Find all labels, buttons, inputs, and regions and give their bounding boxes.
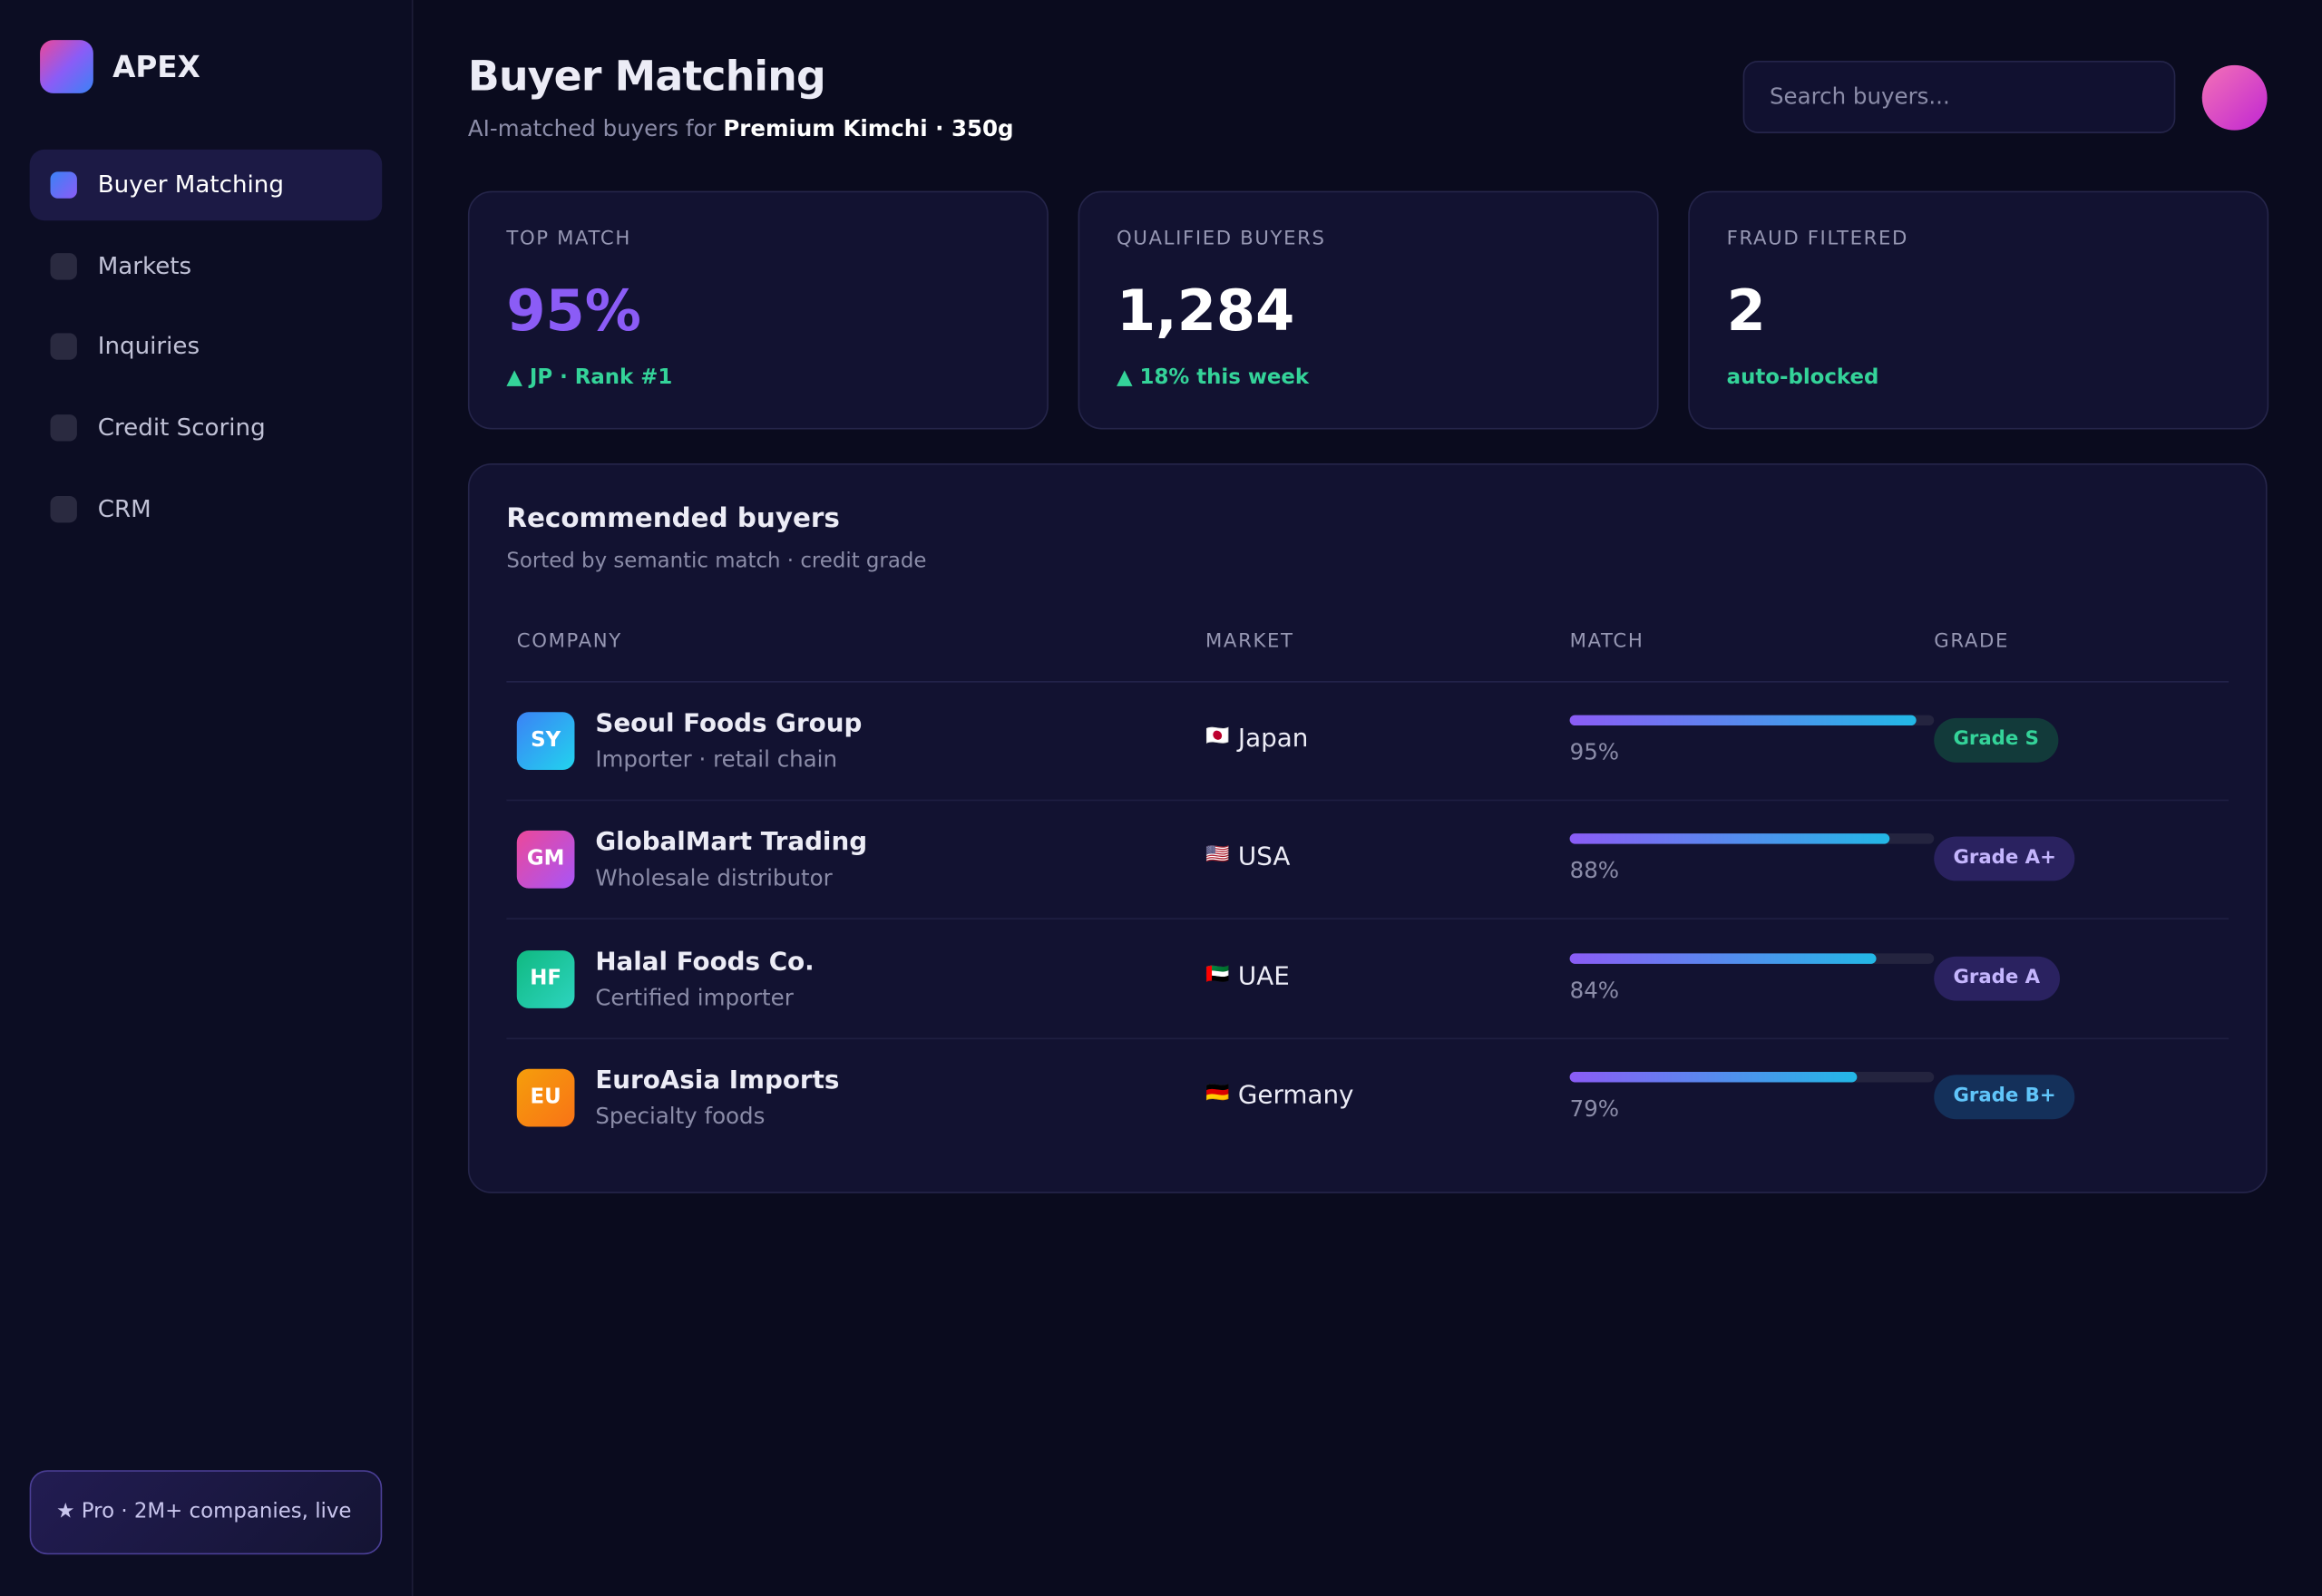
row-divider: [506, 1036, 2229, 1039]
nav-active[interactable]: [29, 149, 383, 221]
flag: 🇯🇵: [1205, 725, 1230, 748]
match-bar: [1569, 715, 1917, 725]
stat-label: QUALIFIED BUYERS: [1117, 228, 1326, 250]
company-avatar: EU: [516, 1068, 575, 1127]
logo: [40, 40, 93, 93]
match-label: 88%: [1569, 857, 1620, 885]
promo-box[interactable]: [29, 1470, 383, 1555]
nav-item[interactable]: Markets: [97, 251, 192, 280]
stat-label: TOP MATCH: [506, 228, 631, 250]
match-bar: [1569, 833, 1891, 845]
stat-value: 2: [1726, 277, 1766, 344]
search-box[interactable]: [1742, 60, 2176, 133]
company-name: Seoul Foods Group: [595, 709, 863, 739]
flag: 🇦🇪: [1205, 963, 1230, 986]
row-divider: [506, 799, 2229, 802]
nav-icon: [50, 252, 77, 280]
stat-note: ▲ 18% this week: [1117, 365, 1310, 390]
company-name: Halal Foods Co.: [595, 947, 815, 977]
stat-card: [1078, 190, 1659, 430]
row-divider: [506, 918, 2229, 920]
company-avatar: HF: [516, 949, 575, 1008]
stat-card: [1688, 190, 2269, 430]
company-type: Wholesale distributor: [595, 864, 833, 892]
nav-icon: [50, 495, 77, 522]
company-name: EuroAsia Imports: [595, 1066, 840, 1095]
table-subtitle: Sorted by semantic match · credit grade: [506, 549, 927, 573]
brand: APEX: [112, 48, 200, 85]
market: USA: [1237, 842, 1291, 873]
subtitle: AI-matched buyers for Premium Kimchi · 3…: [468, 115, 1014, 141]
product: Premium Kimchi · 350g: [723, 115, 1014, 142]
market: UAE: [1237, 961, 1290, 992]
table-title: Recommended buyers: [506, 503, 840, 535]
page-title: Buyer Matching: [467, 52, 826, 102]
search-placeholder: Search buyers...: [1770, 83, 1950, 110]
market: Japan: [1237, 724, 1309, 754]
nav-icon: [50, 171, 77, 199]
nav-item[interactable]: Credit Scoring: [97, 413, 266, 442]
stat-note: auto-blocked: [1726, 365, 1879, 390]
grade-pill: Grade A: [1934, 956, 2060, 1001]
stat-card: [467, 190, 1049, 430]
nav-item[interactable]: CRM: [97, 493, 151, 522]
match-label: 84%: [1569, 976, 1620, 1004]
market: Germany: [1237, 1080, 1354, 1111]
match-bar: [1569, 952, 1876, 964]
avatar[interactable]: [2201, 64, 2268, 131]
column-header: MARKET: [1205, 630, 1294, 653]
column-header: MATCH: [1569, 630, 1644, 653]
company-type: Specialty foods: [595, 1103, 766, 1130]
flag: 🇺🇸: [1205, 844, 1230, 867]
company-name: GlobalMart Trading: [595, 828, 868, 858]
nav-item[interactable]: Inquiries: [97, 332, 200, 361]
grade-pill: Grade S: [1934, 717, 2059, 763]
grade-pill: Grade A+: [1934, 836, 2076, 881]
column-header: GRADE: [1934, 630, 2010, 653]
stat-value: 1,284: [1117, 277, 1295, 344]
grade-pill: Grade B+: [1934, 1075, 2075, 1120]
company-type: Importer · retail chain: [595, 745, 838, 774]
nav-icon: [50, 414, 77, 442]
subtitle-prefix: AI-matched buyers for: [467, 115, 717, 142]
stat-note: ▲ JP · Rank #1: [506, 365, 673, 390]
stat-label: FRAUD FILTERED: [1726, 228, 1909, 250]
column-header: COMPANY: [516, 630, 622, 653]
header-divider: [506, 681, 2229, 683]
nav-item[interactable]: Buyer Matching: [97, 170, 284, 199]
match-label: 95%: [1569, 738, 1620, 766]
promo: ★ Pro · 2M+ companies, live: [56, 1499, 352, 1523]
stat-value: 95%: [506, 277, 641, 344]
match-bar: [1569, 1071, 1858, 1083]
flag: 🇩🇪: [1205, 1082, 1230, 1105]
match-label: 79%: [1569, 1095, 1620, 1123]
company-avatar: SY: [516, 712, 575, 770]
table-card: [467, 463, 2268, 1193]
company-avatar: GM: [516, 831, 575, 890]
nav-icon: [50, 333, 77, 361]
company-type: Certified importer: [595, 984, 794, 1011]
sidebar: [0, 0, 414, 1596]
